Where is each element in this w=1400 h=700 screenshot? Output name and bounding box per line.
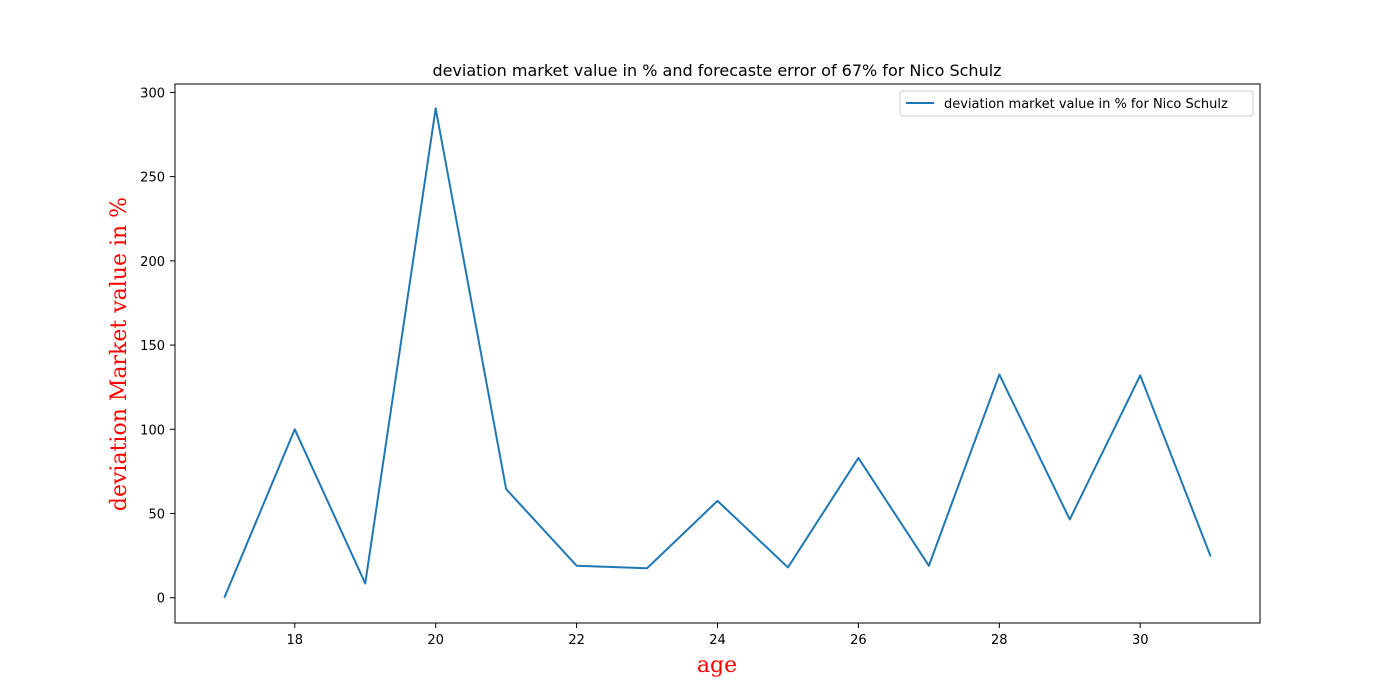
y-tick-label: 0: [157, 592, 165, 607]
x-axis-label: age: [697, 653, 737, 678]
series-layer: [223, 107, 1212, 599]
x-tick-label: 24: [709, 633, 726, 648]
x-tick-label: 18: [286, 633, 303, 648]
y-tick-label: 100: [140, 423, 165, 438]
x-tick-label: 22: [568, 633, 585, 648]
y-tick-label: 150: [140, 339, 165, 354]
series-line: [223, 107, 1212, 599]
x-tick-label: 30: [1132, 633, 1149, 648]
y-tick-label: 300: [140, 86, 165, 101]
chart-title: deviation market value in % and forecast…: [432, 61, 1001, 80]
y-tick-label: 200: [140, 255, 165, 270]
x-tick-label: 26: [850, 633, 867, 648]
y-tick-label: 250: [140, 171, 165, 186]
legend-label: deviation market value in % for Nico Sch…: [944, 97, 1228, 112]
x-tick-label: 20: [427, 633, 444, 648]
legend: deviation market value in % for Nico Sch…: [899, 90, 1254, 117]
x-axis-ticks: 18 20 22 24 26 28 30: [286, 623, 1149, 648]
x-tick-label: 28: [991, 633, 1008, 648]
y-tick-label: 50: [148, 508, 165, 523]
y-axis-label: deviation Market value in %: [107, 197, 132, 511]
y-axis-ticks: 0 50 100 150 200 250 300: [140, 86, 175, 607]
legend-box: [899, 90, 1254, 117]
plot-area: [174, 83, 1261, 624]
